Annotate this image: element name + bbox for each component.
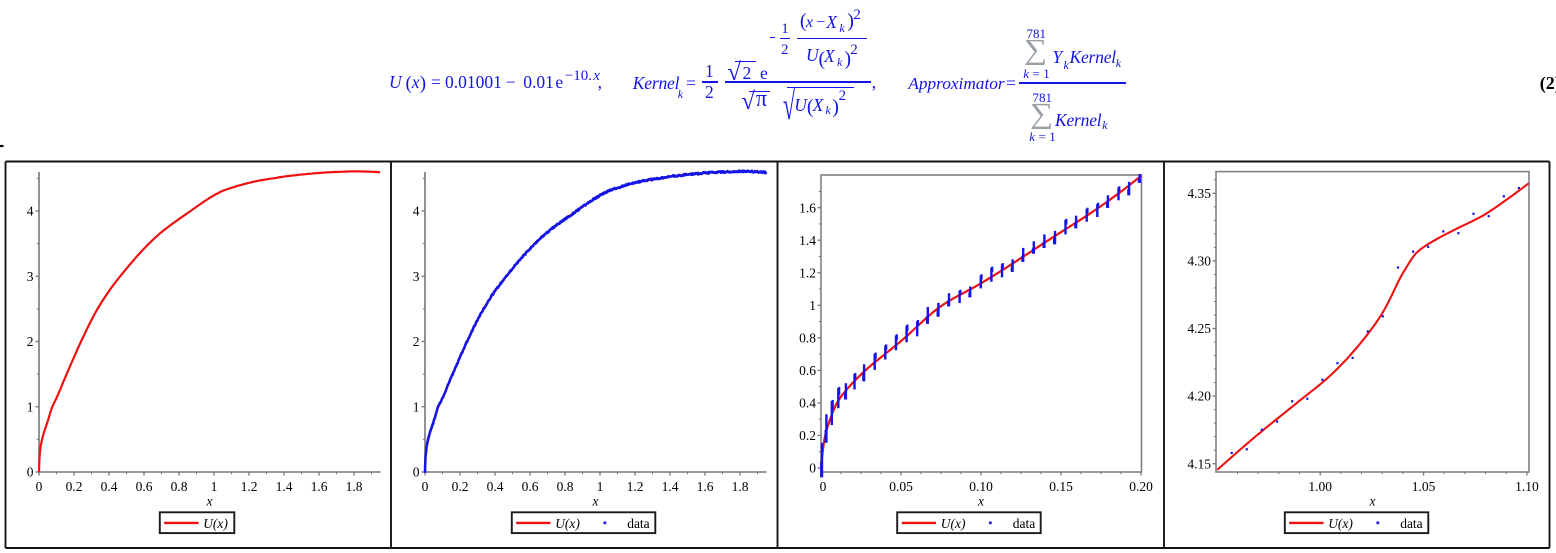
svg-text:x: x [977,494,984,509]
svg-text:0.6: 0.6 [136,479,153,494]
svg-text:x: x [206,494,213,509]
svg-text:1.4: 1.4 [276,479,293,494]
svg-text:0.10: 0.10 [969,479,993,494]
svg-text:0.8: 0.8 [171,479,188,494]
svg-text:0.4: 0.4 [799,396,816,411]
svg-text:4: 4 [413,204,420,219]
svg-text:0.2: 0.2 [66,479,83,494]
svg-text:U(x): U(x) [203,516,228,531]
svg-text:1.4: 1.4 [662,479,679,494]
svg-text:1.6: 1.6 [799,200,816,215]
svg-text:4.20: 4.20 [1187,389,1211,404]
svg-text:4: 4 [27,204,34,219]
svg-text:x: x [1369,494,1376,509]
svg-text:data: data [1013,516,1036,531]
svg-text:0: 0 [27,465,34,480]
svg-text:0: 0 [422,479,429,494]
svg-text:1.8: 1.8 [346,479,363,494]
svg-text:0: 0 [413,465,420,480]
svg-text:1.00: 1.00 [1308,479,1332,494]
svg-text:0.20: 0.20 [1129,479,1153,494]
svg-text:4.15: 4.15 [1187,456,1211,471]
svg-text:0: 0 [809,461,816,476]
svg-text:2: 2 [27,334,34,349]
svg-text:2: 2 [413,334,420,349]
svg-text:0: 0 [820,479,827,494]
svg-text:1.6: 1.6 [697,479,714,494]
svg-text:1.4: 1.4 [799,233,816,248]
svg-text:1.6: 1.6 [311,479,328,494]
svg-text:0.05: 0.05 [889,479,913,494]
svg-text:1.8: 1.8 [732,479,749,494]
svg-text:0.8: 0.8 [557,479,574,494]
svg-text:U(x): U(x) [1328,516,1353,531]
svg-text:1: 1 [597,479,604,494]
svg-text:0.8: 0.8 [799,330,816,345]
svg-text:U(x): U(x) [555,516,580,531]
svg-text:1.2: 1.2 [627,479,644,494]
svg-text:3: 3 [27,269,34,284]
svg-text:1.10: 1.10 [1515,479,1539,494]
svg-text:1: 1 [211,479,218,494]
svg-text:U(x): U(x) [941,516,966,531]
svg-text:data: data [627,516,650,531]
svg-text:1: 1 [413,399,420,414]
svg-text:0.15: 0.15 [1049,479,1073,494]
svg-text:data: data [1400,516,1423,531]
svg-text:4.35: 4.35 [1187,186,1211,201]
svg-text:1.2: 1.2 [241,479,258,494]
svg-text:0.4: 0.4 [487,479,504,494]
svg-text:4.30: 4.30 [1187,254,1211,269]
svg-text:0.4: 0.4 [101,479,118,494]
svg-text:4.25: 4.25 [1187,321,1211,336]
svg-text:3: 3 [413,269,420,284]
svg-text:1: 1 [809,298,816,313]
svg-text:0.6: 0.6 [799,363,816,378]
svg-text:0.6: 0.6 [522,479,539,494]
svg-text:1: 1 [27,399,34,414]
svg-text:x: x [592,494,599,509]
svg-text:0.2: 0.2 [799,428,816,443]
svg-text:0: 0 [36,479,43,494]
svg-text:1.2: 1.2 [799,265,816,280]
svg-text:1.05: 1.05 [1412,479,1436,494]
svg-text:0.2: 0.2 [452,479,469,494]
